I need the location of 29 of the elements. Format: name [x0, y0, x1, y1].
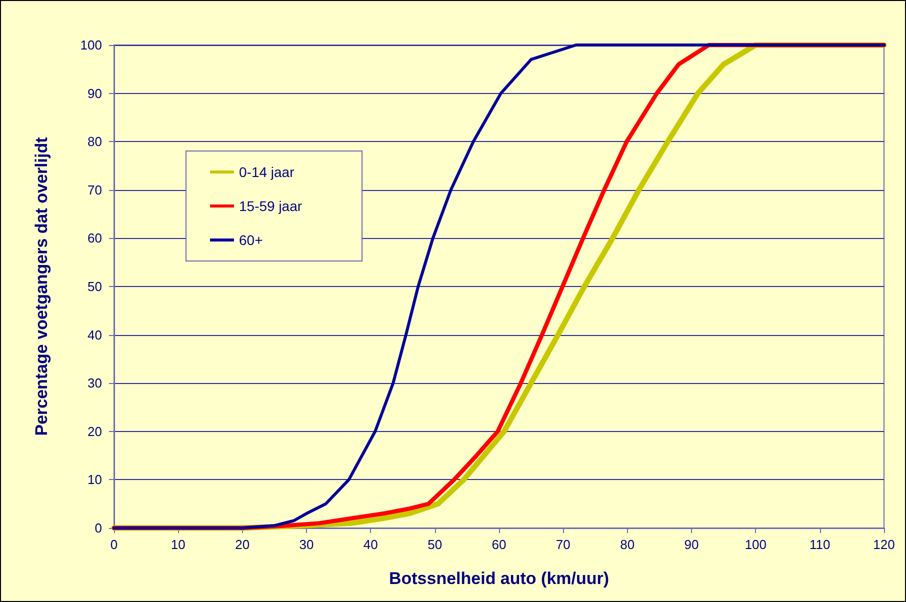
legend-label: 0-14 jaar — [239, 164, 295, 180]
x-tick-label: 50 — [428, 537, 442, 552]
y-tick-label: 0 — [94, 520, 102, 536]
y-tick-label: 100 — [80, 38, 102, 52]
y-tick-label: 40 — [88, 327, 102, 342]
x-tick-label: 30 — [299, 537, 314, 552]
x-tick-label: 60 — [492, 537, 506, 552]
y-tick-label: 70 — [88, 182, 102, 198]
x-tick-label: 70 — [556, 537, 570, 552]
legend-label: 60+ — [239, 232, 263, 248]
x-tick-label: 120 — [873, 537, 895, 552]
x-tick-label: 40 — [363, 537, 378, 552]
x-axis-title: Botssnelheid auto (km/uur) — [388, 569, 610, 588]
y-tick-label: 30 — [88, 376, 102, 391]
y-tick-label: 60 — [88, 230, 102, 246]
x-tick-label: 110 — [809, 537, 830, 552]
legend-label: 15-59 jaar — [239, 198, 302, 214]
y-tick-label: 90 — [88, 86, 102, 101]
y-tick-label: 10 — [88, 472, 102, 488]
x-tick-label: 80 — [620, 537, 635, 552]
y-tick-label: 50 — [88, 279, 102, 294]
x-tick-label: 0 — [110, 537, 118, 552]
y-axis-title: Percentage voetgangers dat overlijdt — [32, 136, 51, 436]
y-tick-label: 20 — [88, 424, 102, 439]
x-tick-label: 100 — [744, 537, 767, 552]
x-tick-label: 90 — [684, 537, 699, 552]
y-tick-label: 80 — [88, 134, 102, 150]
x-tick-label: 20 — [235, 537, 250, 552]
x-tick-label: 10 — [170, 537, 186, 552]
